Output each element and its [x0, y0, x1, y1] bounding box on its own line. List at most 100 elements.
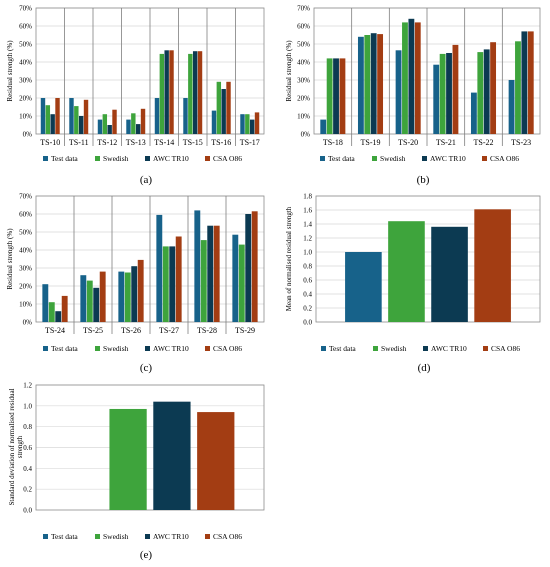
- bar-ts-16-test-data: [211, 110, 217, 134]
- legend-swatch: [483, 346, 488, 351]
- bar-ts-28-csa-o86: [213, 225, 220, 322]
- bar-ts-13-csa-o86: [140, 108, 146, 134]
- bar-ts-21-awc-tr10: [446, 53, 452, 134]
- y-axis-label: Mean of normalised residual strength: [285, 206, 293, 311]
- y-axis-label-group: Standard deviation of normalised residua…: [8, 388, 24, 505]
- y-tick-label: 0.8: [303, 263, 312, 271]
- bar-ts-14-swedish: [159, 53, 165, 134]
- bar-ts-21-csa-o86: [452, 44, 459, 134]
- y-tick-label: 40%: [297, 59, 310, 67]
- bar-ts-24-csa-o86: [61, 295, 68, 322]
- bar-ts-17-test-data: [240, 114, 245, 134]
- bar-ts-20-csa-o86: [414, 22, 421, 134]
- chart-panel-c: 0% 10% 20% 30% 40% 50% 60% 70% TS-24 TS-25 TS-26 TS…: [6, 193, 265, 374]
- legend-swatch: [373, 346, 378, 351]
- bar-ts-14-awc-tr10: [164, 50, 169, 134]
- y-tick-label: 0%: [23, 319, 33, 327]
- y-tick-label: 1.6: [303, 207, 312, 215]
- chart-panel-b: 0% 10% 20% 30% 40% 50% 60% 70% TS-18 TS-19 TS-20 TS…: [285, 5, 541, 186]
- y-tick-label: 70%: [297, 5, 310, 13]
- x-tick-label: TS-27: [159, 326, 179, 335]
- y-tick-label: 60%: [19, 23, 32, 31]
- y-axis-label-group: Mean of normalised residual strength: [285, 206, 293, 311]
- bar-ts-21-swedish: [439, 53, 446, 134]
- y-tick-label: 10%: [19, 113, 32, 121]
- legend-label: Test data: [329, 344, 356, 353]
- x-tick-label: TS-22: [474, 138, 494, 147]
- legend-label: Swedish: [103, 532, 129, 541]
- x-tick-label: TS-14: [154, 138, 174, 147]
- x-tick-label: TS-15: [183, 138, 203, 147]
- legend-swatch: [43, 156, 48, 161]
- legend-label: CSA O86: [213, 532, 242, 541]
- y-tick-label: 0.2: [23, 486, 32, 494]
- legend-label: AWC TR10: [431, 344, 467, 353]
- bar-ts-17-csa-o86: [254, 112, 260, 134]
- y-axis-label: Residual strength (%): [6, 228, 14, 290]
- plot-frame: [315, 195, 541, 323]
- bar-ts-22-swedish: [477, 52, 484, 134]
- bar-ts-23-test-data: [508, 80, 515, 134]
- y-tick-label: 1.4: [303, 221, 312, 229]
- y-axis-label: strength: [16, 435, 24, 458]
- legend-label: AWC TR10: [153, 154, 189, 163]
- bar-ts-25-awc-tr10: [93, 287, 100, 322]
- bar-ts-28-swedish: [200, 240, 207, 322]
- bar-ts-13-swedish: [131, 113, 136, 134]
- bar-ts-13-awc-tr10: [135, 124, 141, 134]
- y-tick-label: 1.2: [303, 235, 312, 243]
- bar-ts-15-csa-o86: [197, 51, 203, 135]
- legend-label: Test data: [51, 344, 78, 353]
- x-tick-label: TS-13: [126, 138, 146, 147]
- legend: Test data Swedish AWC TR10 CSA O86: [321, 344, 520, 353]
- y-tick-label: 50%: [19, 41, 32, 49]
- bar-ts-19-swedish: [364, 35, 371, 134]
- bar-ts-20-awc-tr10: [408, 18, 415, 134]
- bar-ts-19-csa-o86: [377, 34, 384, 134]
- bar-ts-24-awc-tr10: [55, 311, 62, 322]
- bar-test-data: [345, 252, 382, 322]
- legend-label: CSA O86: [491, 344, 520, 353]
- panel-label: (d): [418, 362, 431, 374]
- y-tick-label: 1.0: [303, 249, 312, 257]
- y-tick-label: 50%: [297, 41, 310, 49]
- bar-ts-12-test-data: [97, 119, 103, 134]
- y-tick-label: 20%: [297, 95, 310, 103]
- legend-label: AWC TR10: [153, 532, 189, 541]
- legend-label: AWC TR10: [153, 344, 189, 353]
- bar-ts-24-swedish: [48, 302, 55, 322]
- legend-swatch: [320, 156, 325, 161]
- bar-ts-29-csa-o86: [251, 211, 258, 322]
- bar-ts-10-awc-tr10: [50, 114, 55, 134]
- x-tick-label: TS-17: [240, 138, 260, 147]
- y-tick-label: 0.4: [303, 291, 312, 299]
- bar-ts-27-csa-o86: [175, 236, 182, 322]
- bar-ts-22-awc-tr10: [483, 49, 490, 134]
- legend-swatch: [482, 156, 487, 161]
- y-tick-label: 60%: [297, 23, 310, 31]
- y-tick-label: 0.0: [303, 319, 312, 327]
- panel-label: (b): [417, 174, 430, 186]
- bar-ts-15-swedish: [188, 53, 193, 134]
- legend-swatch: [95, 534, 100, 539]
- x-tick-label: TS-26: [121, 326, 141, 335]
- y-tick-label: 60%: [19, 211, 32, 219]
- legend-label: Swedish: [103, 154, 129, 163]
- legend-swatch: [145, 346, 150, 351]
- bar-ts-20-swedish: [402, 22, 408, 134]
- bar-awc-tr10: [153, 401, 191, 510]
- bar-ts-19-awc-tr10: [370, 33, 377, 135]
- bar-ts-27-test-data: [156, 214, 163, 322]
- y-tick-label: 1.0: [23, 402, 32, 410]
- legend-swatch: [43, 346, 48, 351]
- x-tick-label: TS-11: [69, 138, 89, 147]
- bar-swedish: [109, 408, 147, 510]
- legend-label: CSA O86: [490, 154, 519, 163]
- bar-ts-23-awc-tr10: [521, 31, 528, 134]
- bar-ts-27-awc-tr10: [169, 246, 176, 322]
- plot-frame: [35, 384, 265, 511]
- y-tick-label: 50%: [19, 229, 32, 237]
- legend: Test data Swedish AWC TR10 CSA O86: [320, 154, 519, 163]
- bar-awc-tr10: [431, 226, 468, 322]
